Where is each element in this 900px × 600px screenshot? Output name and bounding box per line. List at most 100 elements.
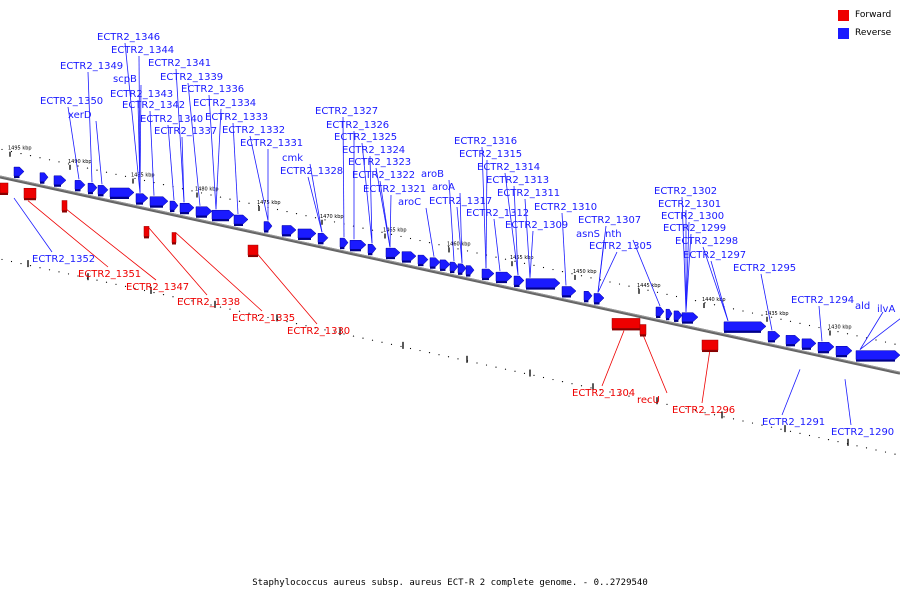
ruler-dot (770, 316, 773, 318)
leader-line (481, 146, 487, 269)
ruler-dot (827, 439, 830, 441)
leader-line (175, 68, 185, 203)
ruler-dot (533, 264, 535, 267)
reverse-gene-label: aroA (432, 182, 455, 193)
ruler-dot (808, 324, 811, 327)
ruler-dot (96, 169, 98, 171)
ruler-dot (561, 271, 564, 273)
ruler-dot (675, 405, 678, 408)
ruler-dot (143, 289, 146, 292)
ruler-dot (153, 291, 155, 294)
reverse-gene-label: ECTR2_1333 (205, 112, 268, 123)
ruler-dot (86, 167, 89, 169)
gene-shadow (818, 351, 829, 354)
ruler-dot (694, 300, 697, 302)
ruler-dot (457, 248, 459, 250)
ruler-dot (504, 368, 507, 370)
gene-shadow (802, 347, 811, 350)
gene-shadow (264, 230, 269, 233)
leader-line (309, 163, 323, 233)
ruler-dot (371, 229, 374, 231)
ruler-dot (704, 302, 706, 304)
reverse-gene-label: aroB (421, 169, 444, 180)
ruler-dot (818, 326, 820, 329)
forward-gene-label: ECTR2_1347 (126, 282, 189, 293)
leader-line (65, 208, 157, 281)
ruler-dot (713, 304, 716, 306)
reverse-gene-label: ECTR2_1322 (352, 170, 415, 181)
reverse-gene (39, 172, 49, 182)
leader-line (253, 249, 318, 325)
ruler-dot (77, 275, 79, 277)
ruler-dot (732, 308, 735, 310)
ruler-dot (314, 217, 317, 219)
leader-line (702, 246, 729, 321)
gene-shadow (584, 300, 589, 303)
reverse-gene-label: ECTR2_1297 (683, 250, 746, 261)
ruler-dot (172, 296, 174, 298)
gene-features (0, 166, 900, 362)
reverse-gene-label: ECTR2_1305 (589, 241, 652, 252)
ruler-dot (609, 391, 611, 393)
reverse-gene (339, 237, 349, 248)
ruler-dot (343, 333, 345, 335)
gene-shadow (496, 281, 507, 284)
gene-shadow (402, 260, 411, 263)
reverse-gene (449, 261, 459, 272)
ruler-dot (552, 378, 554, 381)
ruler-dot (447, 246, 450, 248)
ruler-dot (580, 385, 583, 387)
reverse-gene-label: ECTR2_1326 (326, 120, 389, 131)
forward-gene (61, 200, 68, 211)
ruler-dot (229, 308, 231, 310)
ruler-dot (504, 258, 507, 260)
gene-shadow (75, 189, 81, 192)
ruler-dot (1, 148, 3, 151)
reverse-gene (97, 185, 109, 195)
forward-gene (701, 339, 719, 351)
ruler-dot (352, 335, 355, 337)
leader-line (139, 84, 142, 193)
reverse-gene-label: ECTR2_1331 (240, 138, 303, 149)
tick-label: 1470 kbp (320, 214, 344, 220)
ruler-dot (419, 239, 421, 242)
leader-line (601, 330, 625, 387)
ruler-dot (305, 325, 307, 327)
reverse-gene (681, 312, 699, 322)
ruler-dot (77, 165, 79, 167)
gene-shadow (14, 176, 20, 179)
ruler-dot (124, 175, 127, 177)
legend-forward-label: Forward (855, 10, 892, 20)
gene-shadow (682, 321, 693, 324)
ruler-dot (571, 383, 573, 385)
reverse-gene-label: cmk (282, 153, 303, 164)
ruler-dot (428, 242, 431, 244)
ruler-dot (875, 449, 877, 451)
forward-gene (247, 244, 259, 256)
leader-line (232, 122, 239, 215)
tick-label: 1495 kbp (8, 146, 32, 152)
reverse-swatch (838, 27, 849, 39)
reverse-gene (109, 187, 135, 198)
leader-line (175, 232, 263, 312)
reverse-gene (233, 214, 249, 225)
leader-line (67, 106, 80, 180)
gene-shadow (368, 253, 373, 256)
leader-line (124, 42, 141, 193)
gene-shadow (340, 247, 345, 250)
gene-shadow (24, 198, 36, 201)
ruler-dot (647, 399, 649, 401)
gene-shadow (0, 193, 8, 195)
legend-reverse-label: Reverse (855, 28, 892, 38)
ruler-dot (409, 347, 412, 350)
gene-shadow (418, 264, 424, 267)
ruler-dot (694, 410, 697, 412)
ruler-dot (666, 293, 668, 296)
gene-shadow (234, 224, 243, 227)
ruler-dot (419, 349, 421, 352)
reverse-gene (317, 233, 329, 243)
reverse-gene-label: ECTR2_1316 (454, 136, 517, 147)
leader-line (181, 136, 185, 203)
leader-line (513, 185, 519, 276)
ruler-dot (400, 235, 402, 238)
